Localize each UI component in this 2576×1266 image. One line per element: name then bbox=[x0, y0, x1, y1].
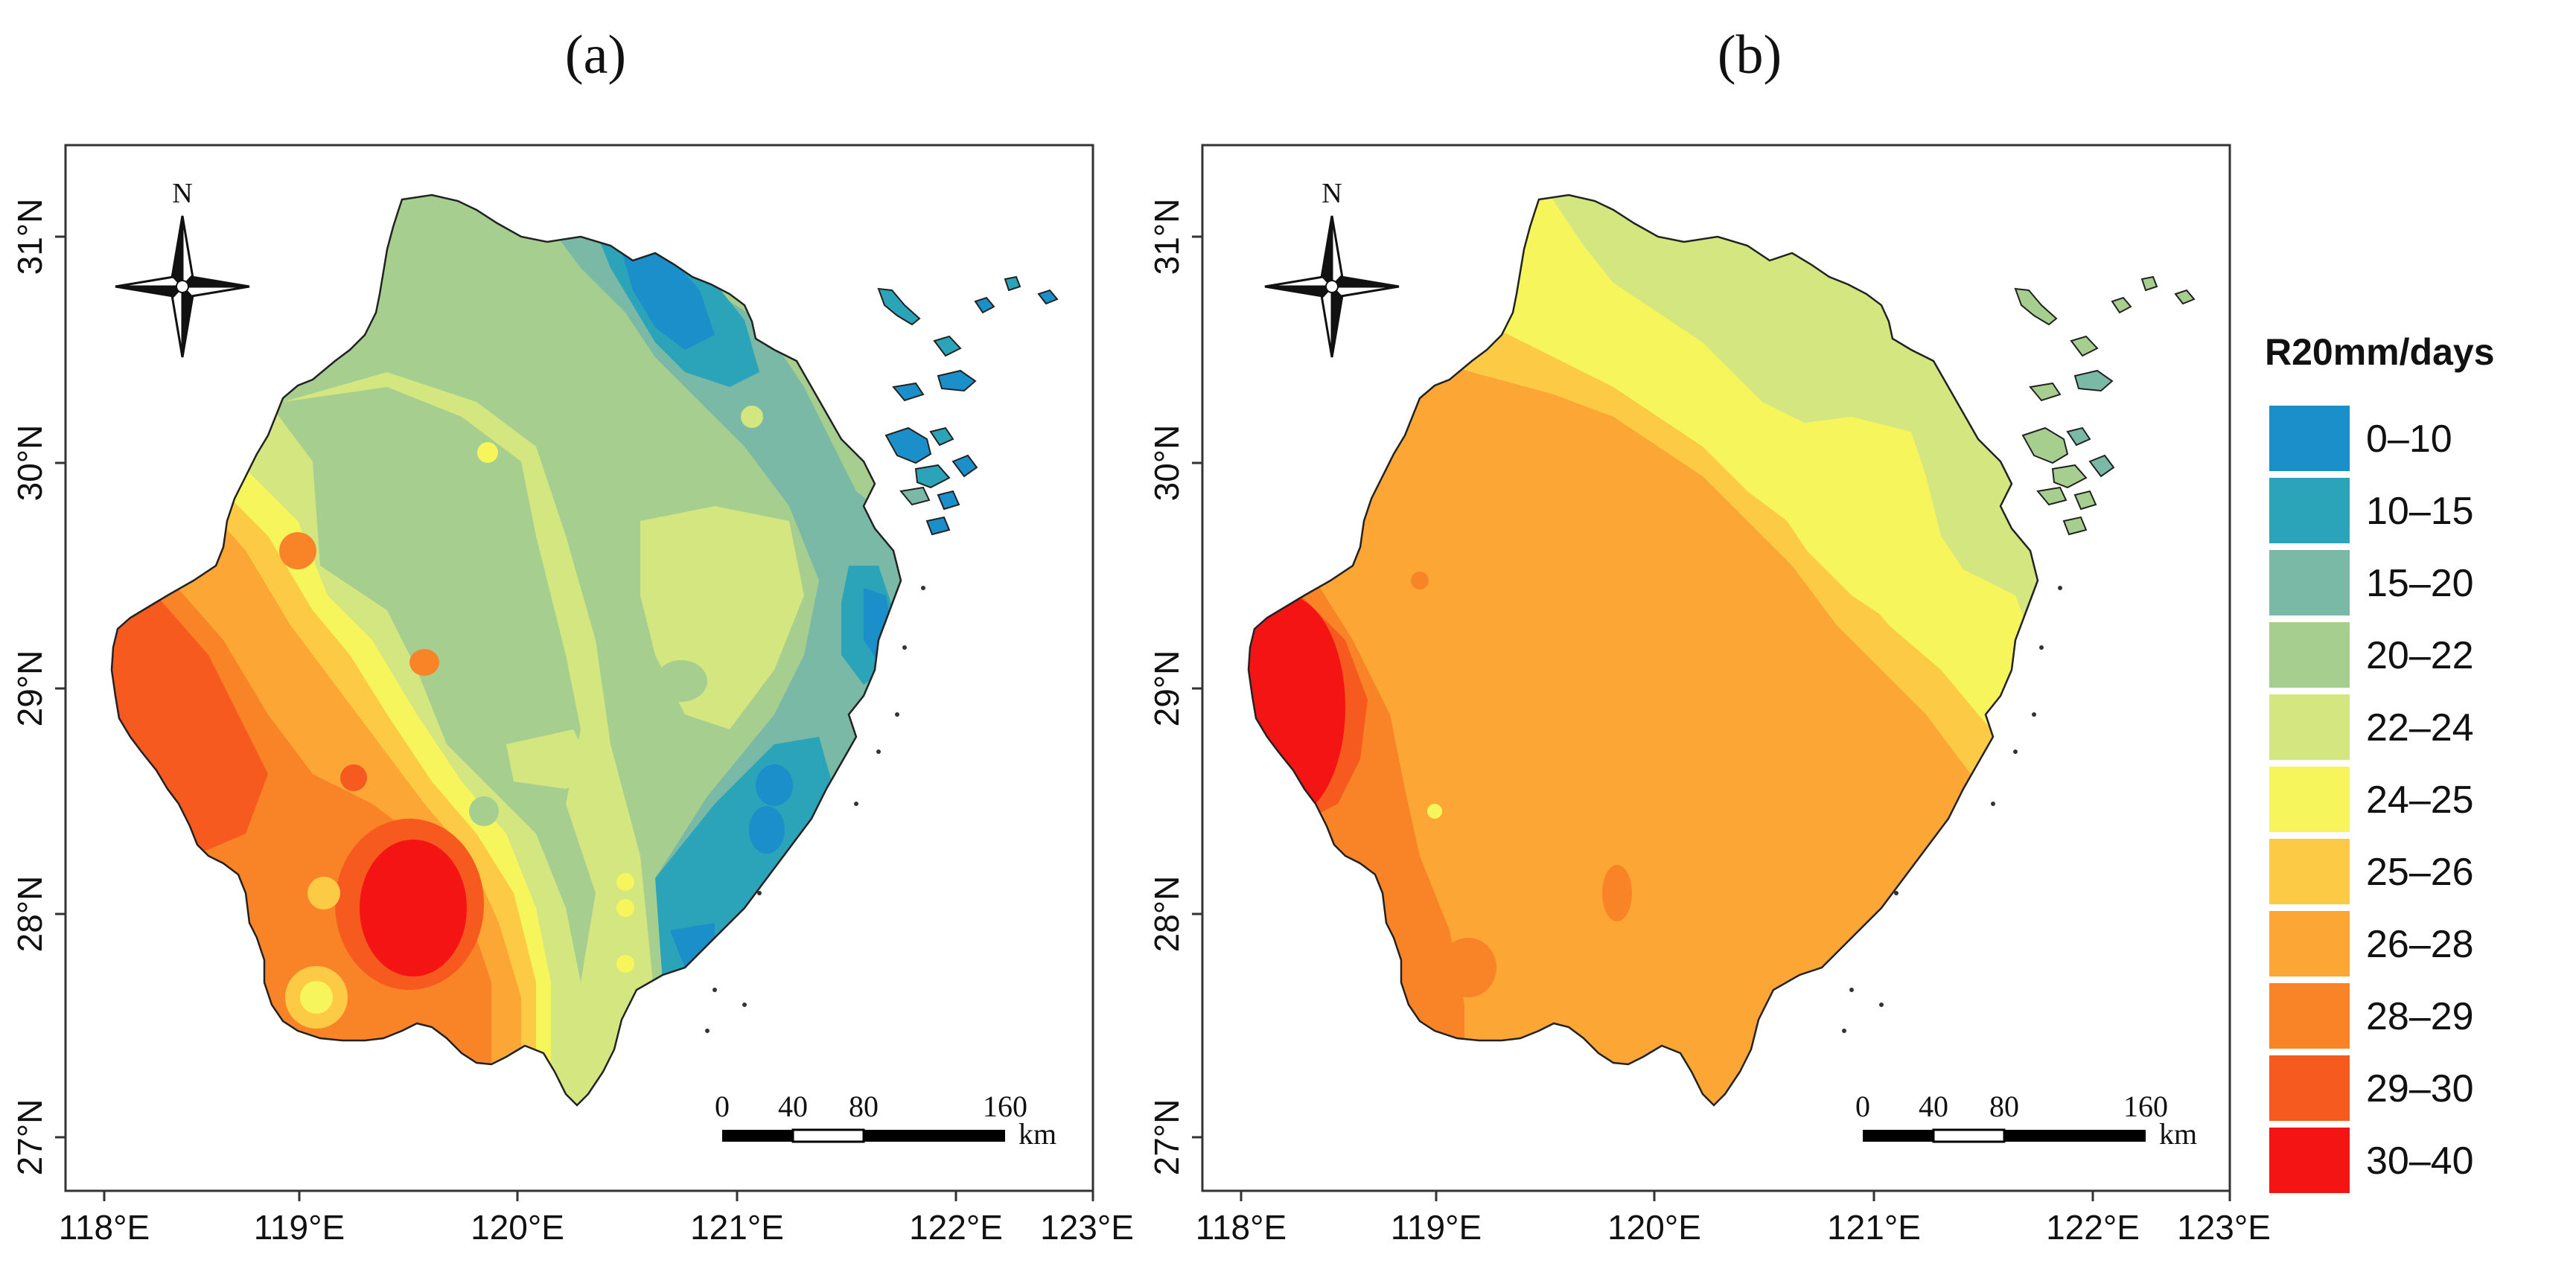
x-tick-label: 120°E bbox=[471, 1208, 564, 1247]
x-tick-label: 119°E bbox=[254, 1208, 345, 1247]
x-axis-b bbox=[1240, 1191, 2231, 1201]
x-tick-label: 120°E bbox=[1607, 1208, 1701, 1247]
scale-bar-a: 0 40 80 160 km bbox=[715, 1090, 1056, 1151]
legend-items: 0–10 10–15 15–20 20–22 22–24 24–25 25–26 26–28 2… bbox=[2269, 406, 2474, 1193]
legend-swatch bbox=[2269, 622, 2350, 688]
legend-label: 28–29 bbox=[2366, 995, 2474, 1038]
legend-swatch bbox=[2269, 1128, 2350, 1193]
y-tick-label: 30°N bbox=[1147, 425, 1186, 502]
legend-label: 22–24 bbox=[2366, 706, 2474, 749]
y-tick-label: 28°N bbox=[10, 876, 49, 953]
legend-label: 29–30 bbox=[2366, 1067, 2474, 1110]
scale-label: 0 bbox=[1855, 1090, 1870, 1123]
north-label: N bbox=[172, 178, 192, 209]
small-islets-a bbox=[705, 586, 925, 1033]
y-tick-label: 31°N bbox=[10, 199, 49, 275]
legend-label: 10–15 bbox=[2366, 490, 2474, 533]
y-axis-b bbox=[1192, 235, 1202, 1139]
scale-label: 0 bbox=[715, 1090, 730, 1123]
y-tick-label: 31°N bbox=[1147, 199, 1186, 275]
x-tick-label: 121°E bbox=[690, 1208, 784, 1247]
legend-label: 30–40 bbox=[2366, 1139, 2474, 1183]
scale-label: 40 bbox=[1919, 1090, 1948, 1123]
x-tick-label: 118°E bbox=[59, 1208, 150, 1247]
scale-bar-b: 0 40 80 160 km bbox=[1855, 1090, 2197, 1151]
x-tick-label: 122°E bbox=[909, 1208, 1003, 1247]
y-tick-label: 27°N bbox=[1147, 1099, 1186, 1176]
scale-unit: km bbox=[2159, 1117, 2197, 1151]
legend-label: 26–28 bbox=[2366, 923, 2474, 966]
scale-label: 40 bbox=[778, 1090, 808, 1123]
islands-b bbox=[2014, 275, 2196, 536]
legend-swatch bbox=[2269, 694, 2350, 760]
legend-swatch bbox=[2269, 550, 2350, 616]
y-tick-label: 29°N bbox=[10, 650, 49, 727]
legend-title: R20mm/days bbox=[2265, 331, 2495, 373]
legend-swatch bbox=[2269, 767, 2350, 832]
y-axis-a bbox=[55, 235, 66, 1139]
x-axis-a bbox=[103, 1191, 1094, 1201]
legend-swatch bbox=[2269, 406, 2350, 471]
y-tick-label: 28°N bbox=[1147, 876, 1186, 953]
scale-unit: km bbox=[1018, 1117, 1056, 1151]
islands-a bbox=[877, 275, 1059, 536]
legend-label: 25–26 bbox=[2366, 851, 2474, 894]
north-arrow-icon bbox=[1264, 215, 1400, 358]
scale-label: 80 bbox=[849, 1090, 879, 1123]
legend-label: 0–10 bbox=[2366, 418, 2452, 461]
small-islets-b bbox=[1842, 586, 2062, 1033]
x-tick-label: 121°E bbox=[1827, 1208, 1921, 1247]
x-tick-label: 119°E bbox=[1391, 1208, 1482, 1247]
x-tick-label: 118°E bbox=[1196, 1208, 1287, 1247]
scale-label: 160 bbox=[983, 1090, 1027, 1123]
scale-label: 160 bbox=[2123, 1090, 2168, 1123]
panel-b: (b) bbox=[1147, 25, 2271, 1247]
legend-swatch bbox=[2269, 983, 2350, 1049]
scale-label: 80 bbox=[1989, 1090, 2019, 1123]
y-tick-label: 29°N bbox=[1147, 650, 1186, 727]
panel-a-title: (a) bbox=[565, 25, 626, 86]
legend-swatch bbox=[2269, 1055, 2350, 1121]
x-tick-label: 123°E bbox=[2177, 1208, 2271, 1247]
x-tick-label: 123°E bbox=[1040, 1208, 1134, 1247]
panel-a: (a) bbox=[10, 25, 1134, 1247]
legend-swatch bbox=[2269, 911, 2350, 976]
legend: R20mm/days 0–10 10–15 15–20 20–22 22–24 24–25… bbox=[2265, 331, 2495, 1193]
y-tick-label: 30°N bbox=[10, 425, 49, 502]
legend-label: 20–22 bbox=[2366, 634, 2474, 677]
y-tick-label: 27°N bbox=[10, 1099, 49, 1176]
north-label: N bbox=[1322, 178, 1342, 209]
legend-label: 24–25 bbox=[2366, 779, 2474, 822]
legend-label: 15–20 bbox=[2366, 562, 2474, 605]
north-arrow-icon bbox=[115, 215, 250, 358]
x-tick-label: 122°E bbox=[2046, 1208, 2140, 1247]
legend-swatch bbox=[2269, 478, 2350, 543]
legend-swatch bbox=[2269, 839, 2350, 904]
panel-b-title: (b) bbox=[1718, 25, 1782, 86]
